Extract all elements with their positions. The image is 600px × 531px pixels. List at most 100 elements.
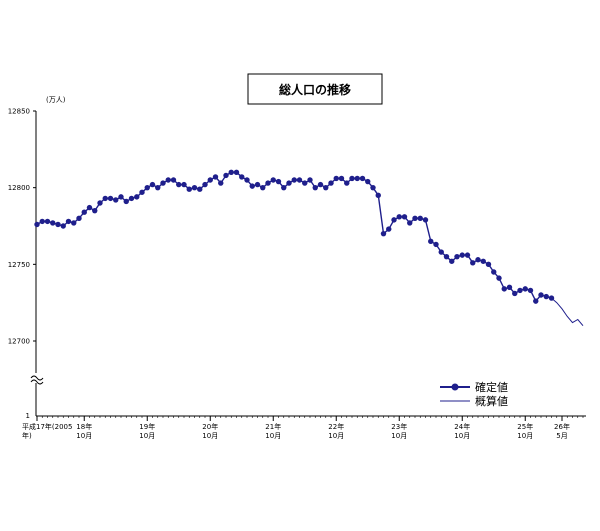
- data-point: [307, 177, 313, 183]
- legend-label-estimate: 概算値: [475, 394, 508, 408]
- data-point: [391, 217, 397, 223]
- data-point: [401, 214, 408, 220]
- data-point: [260, 184, 266, 191]
- data-point: [443, 253, 450, 260]
- data-point: [176, 181, 182, 188]
- x-tick-label: 25年: [517, 422, 533, 431]
- data-point: [491, 269, 497, 275]
- data-point: [39, 218, 45, 225]
- data-point: [265, 180, 271, 186]
- data-point: [380, 230, 387, 237]
- data-point: [417, 215, 423, 222]
- data-point: [475, 257, 481, 263]
- data-point: [386, 226, 392, 232]
- data-point: [202, 181, 208, 188]
- x-tick-label: 19年: [139, 422, 155, 431]
- x-tick-label-month: 10月: [202, 432, 218, 440]
- x-tick-label-month: 10月: [517, 432, 533, 440]
- data-point: [197, 186, 203, 192]
- chart-title-box: [247, 73, 383, 105]
- x-tick-label-month: 10月: [139, 432, 155, 440]
- data-point: [302, 180, 308, 186]
- data-point: [207, 177, 213, 183]
- data-point: [34, 221, 40, 228]
- data-point: [254, 181, 261, 188]
- x-tick-label: 20年: [202, 422, 218, 431]
- data-point: [186, 186, 192, 192]
- chart-title: 総人口の推移: [279, 82, 351, 97]
- data-point: [485, 261, 492, 268]
- data-point: [422, 217, 429, 223]
- data-point: [449, 258, 455, 264]
- legend-label-confirmed: 確定値: [475, 380, 508, 394]
- x-tick-label-month: 10月: [454, 432, 470, 440]
- data-point: [438, 249, 444, 255]
- data-point: [344, 180, 350, 186]
- data-point: [291, 177, 297, 183]
- data-point: [312, 184, 318, 191]
- data-point: [228, 169, 234, 176]
- legend: 確定値 概算値: [440, 380, 508, 408]
- data-point: [191, 184, 198, 191]
- legend-marker-confirmed: [451, 383, 459, 391]
- data-point: [134, 194, 140, 200]
- data-point: [506, 284, 513, 291]
- x-tick-label-month: 10月: [265, 432, 281, 440]
- data-point: [113, 197, 119, 203]
- data-point: [459, 252, 465, 258]
- data-point: [433, 241, 439, 248]
- data-point: [86, 204, 93, 211]
- data-point: [333, 175, 339, 182]
- x-tick-label: 22年: [328, 422, 344, 431]
- data-point: [160, 180, 166, 186]
- data-point: [71, 220, 77, 226]
- y-tick-label-zero: 1: [26, 412, 30, 420]
- x-tick-label-month: 10月: [328, 432, 344, 440]
- data-point: [470, 260, 476, 266]
- x-tick-label: 23年: [391, 422, 407, 431]
- data-point: [144, 184, 150, 191]
- data-point: [317, 181, 324, 188]
- data-point: [218, 180, 224, 186]
- data-point: [338, 175, 345, 182]
- data-point: [296, 177, 303, 183]
- data-point: [512, 290, 518, 297]
- data-point: [522, 286, 528, 292]
- data-point: [543, 293, 549, 300]
- data-point: [281, 184, 287, 191]
- data-point: [365, 178, 371, 185]
- data-point: [102, 195, 108, 202]
- data-point: [81, 209, 87, 215]
- data-point: [407, 220, 413, 226]
- data-point: [323, 184, 329, 191]
- series-line-confirmed: [36, 171, 552, 303]
- data-point: [244, 177, 250, 183]
- data-point: [60, 223, 66, 229]
- data-point: [349, 175, 355, 182]
- y-tick-label: 12750: [8, 261, 30, 269]
- y-unit-label: (万人): [46, 96, 66, 104]
- x-tick-label-month: 年): [22, 431, 32, 440]
- data-point: [181, 181, 187, 188]
- x-tick-label: 21年: [265, 422, 281, 431]
- data-point: [97, 200, 103, 206]
- data-point: [155, 184, 161, 191]
- data-point: [223, 172, 229, 179]
- data-point: [428, 238, 434, 245]
- data-point: [538, 292, 544, 298]
- data-point: [533, 298, 539, 304]
- data-point: [128, 195, 135, 202]
- data-point: [270, 177, 276, 183]
- data-point: [149, 181, 156, 188]
- y-tick-label: 12850: [8, 108, 30, 116]
- data-point: [480, 258, 486, 264]
- data-point: [359, 175, 366, 182]
- data-point: [412, 215, 418, 222]
- data-point: [44, 218, 51, 225]
- data-point: [139, 189, 145, 195]
- x-tick-label: 18年: [76, 422, 92, 431]
- data-point: [548, 295, 555, 301]
- data-point: [370, 184, 376, 191]
- data-point: [107, 195, 114, 202]
